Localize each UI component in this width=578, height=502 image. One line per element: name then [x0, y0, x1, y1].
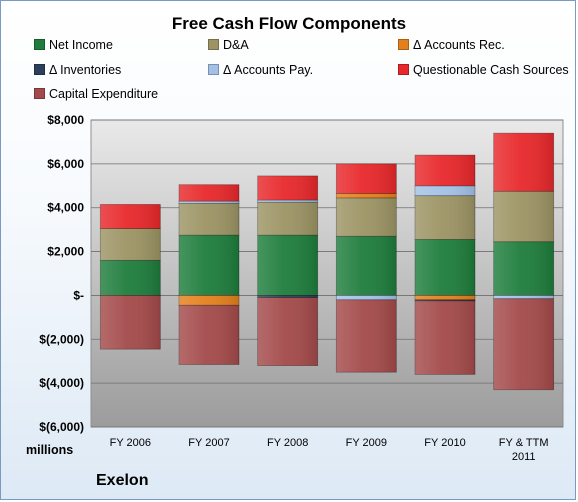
- bar-segment-shading: [179, 201, 239, 204]
- y-tick-label: $4,000: [47, 201, 84, 215]
- bar-segment-shading: [493, 298, 554, 390]
- x-tick-label: FY & TTM 2011: [499, 437, 549, 463]
- x-tick-label: FY 2007: [188, 437, 229, 449]
- bar-segment-shading: [415, 195, 475, 240]
- legend-label: Δ Accounts Rec.: [413, 38, 505, 52]
- bar-segment-shading: [179, 235, 239, 296]
- legend-swatch: [208, 64, 219, 75]
- y-tick-label: $(6,000): [39, 420, 84, 434]
- bar-segment-shading: [179, 305, 239, 365]
- bar-segment-shading: [415, 185, 475, 196]
- bar-segment-shading: [257, 295, 318, 298]
- bar-segment-shading: [257, 200, 318, 203]
- units-label: millions: [26, 443, 74, 457]
- legend-label: Δ Accounts Pay.: [223, 63, 314, 77]
- bar-segment-shading: [179, 295, 239, 306]
- legend-swatch: [34, 64, 45, 75]
- bar-segment-shading: [336, 299, 397, 373]
- bar-segment-shading: [336, 295, 397, 300]
- legend-item: Δ Inventories: [34, 63, 121, 77]
- legend-item: Net Income: [34, 38, 113, 52]
- legend-item: Capital Expenditure: [34, 87, 158, 101]
- bar-segment-shading: [179, 203, 239, 236]
- bar-segment-shading: [100, 295, 161, 350]
- bar-segment-shading: [415, 239, 475, 296]
- y-tick-label: $2,000: [47, 245, 84, 259]
- x-tick-label: FY 2009: [346, 437, 387, 449]
- legend-swatch: [398, 39, 409, 50]
- legend-label: Capital Expenditure: [49, 87, 159, 101]
- bar-segment-shading: [415, 155, 475, 186]
- y-tick-label: $8,000: [47, 113, 84, 127]
- bar-segment-shading: [257, 175, 318, 201]
- bar-segment-shading: [100, 204, 161, 229]
- y-tick-label: $6,000: [47, 157, 84, 171]
- legend-item: Questionable Cash Sources: [398, 63, 569, 77]
- legend-item: D&A: [208, 38, 249, 52]
- plot-background: [90, 119, 564, 428]
- legend-swatch: [34, 39, 45, 50]
- bar-segment-shading: [493, 295, 554, 299]
- chart-title: Free Cash Flow Components: [171, 14, 407, 33]
- legend-swatch: [208, 39, 219, 50]
- bar-segment-shading: [100, 228, 161, 261]
- bar-segment-shading: [100, 260, 161, 296]
- legend-label: Questionable Cash Sources: [413, 63, 569, 77]
- bar-segment-shading: [415, 295, 475, 300]
- bar-segment-shading: [415, 299, 475, 301]
- legend-label: Δ Inventories: [49, 63, 122, 77]
- bar-segment-shading: [493, 191, 554, 242]
- bar-segment-shading: [415, 300, 475, 375]
- x-tick-label: FY 2010: [424, 437, 465, 449]
- x-tick-label: FY 2006: [110, 437, 151, 449]
- legend-item: Δ Accounts Rec.: [398, 38, 505, 52]
- bar-segment-shading: [493, 133, 554, 192]
- legend-swatch: [34, 88, 45, 99]
- company-label: Exelon: [96, 472, 149, 489]
- legend-swatch: [398, 64, 409, 75]
- legend-label: D&A: [223, 38, 249, 52]
- x-tick-label: FY 2008: [267, 437, 308, 449]
- bar-segment-shading: [336, 193, 397, 198]
- y-tick-label: $-: [73, 288, 84, 302]
- y-tick-label: $(2,000): [39, 332, 84, 346]
- y-tick-label: $(4,000): [39, 376, 84, 390]
- bar-segment-shading: [257, 202, 318, 236]
- bar-segment-shading: [336, 197, 397, 237]
- bar-segment-shading: [336, 236, 397, 296]
- bar-segment-shading: [257, 235, 318, 296]
- bar-segment-shading: [257, 297, 318, 366]
- bar-segment-shading: [336, 163, 397, 194]
- bar-segment-shading: [179, 184, 239, 202]
- legend-item: Δ Accounts Pay.: [208, 63, 313, 77]
- bar-segment-shading: [493, 241, 554, 296]
- legend-label: Net Income: [49, 38, 113, 52]
